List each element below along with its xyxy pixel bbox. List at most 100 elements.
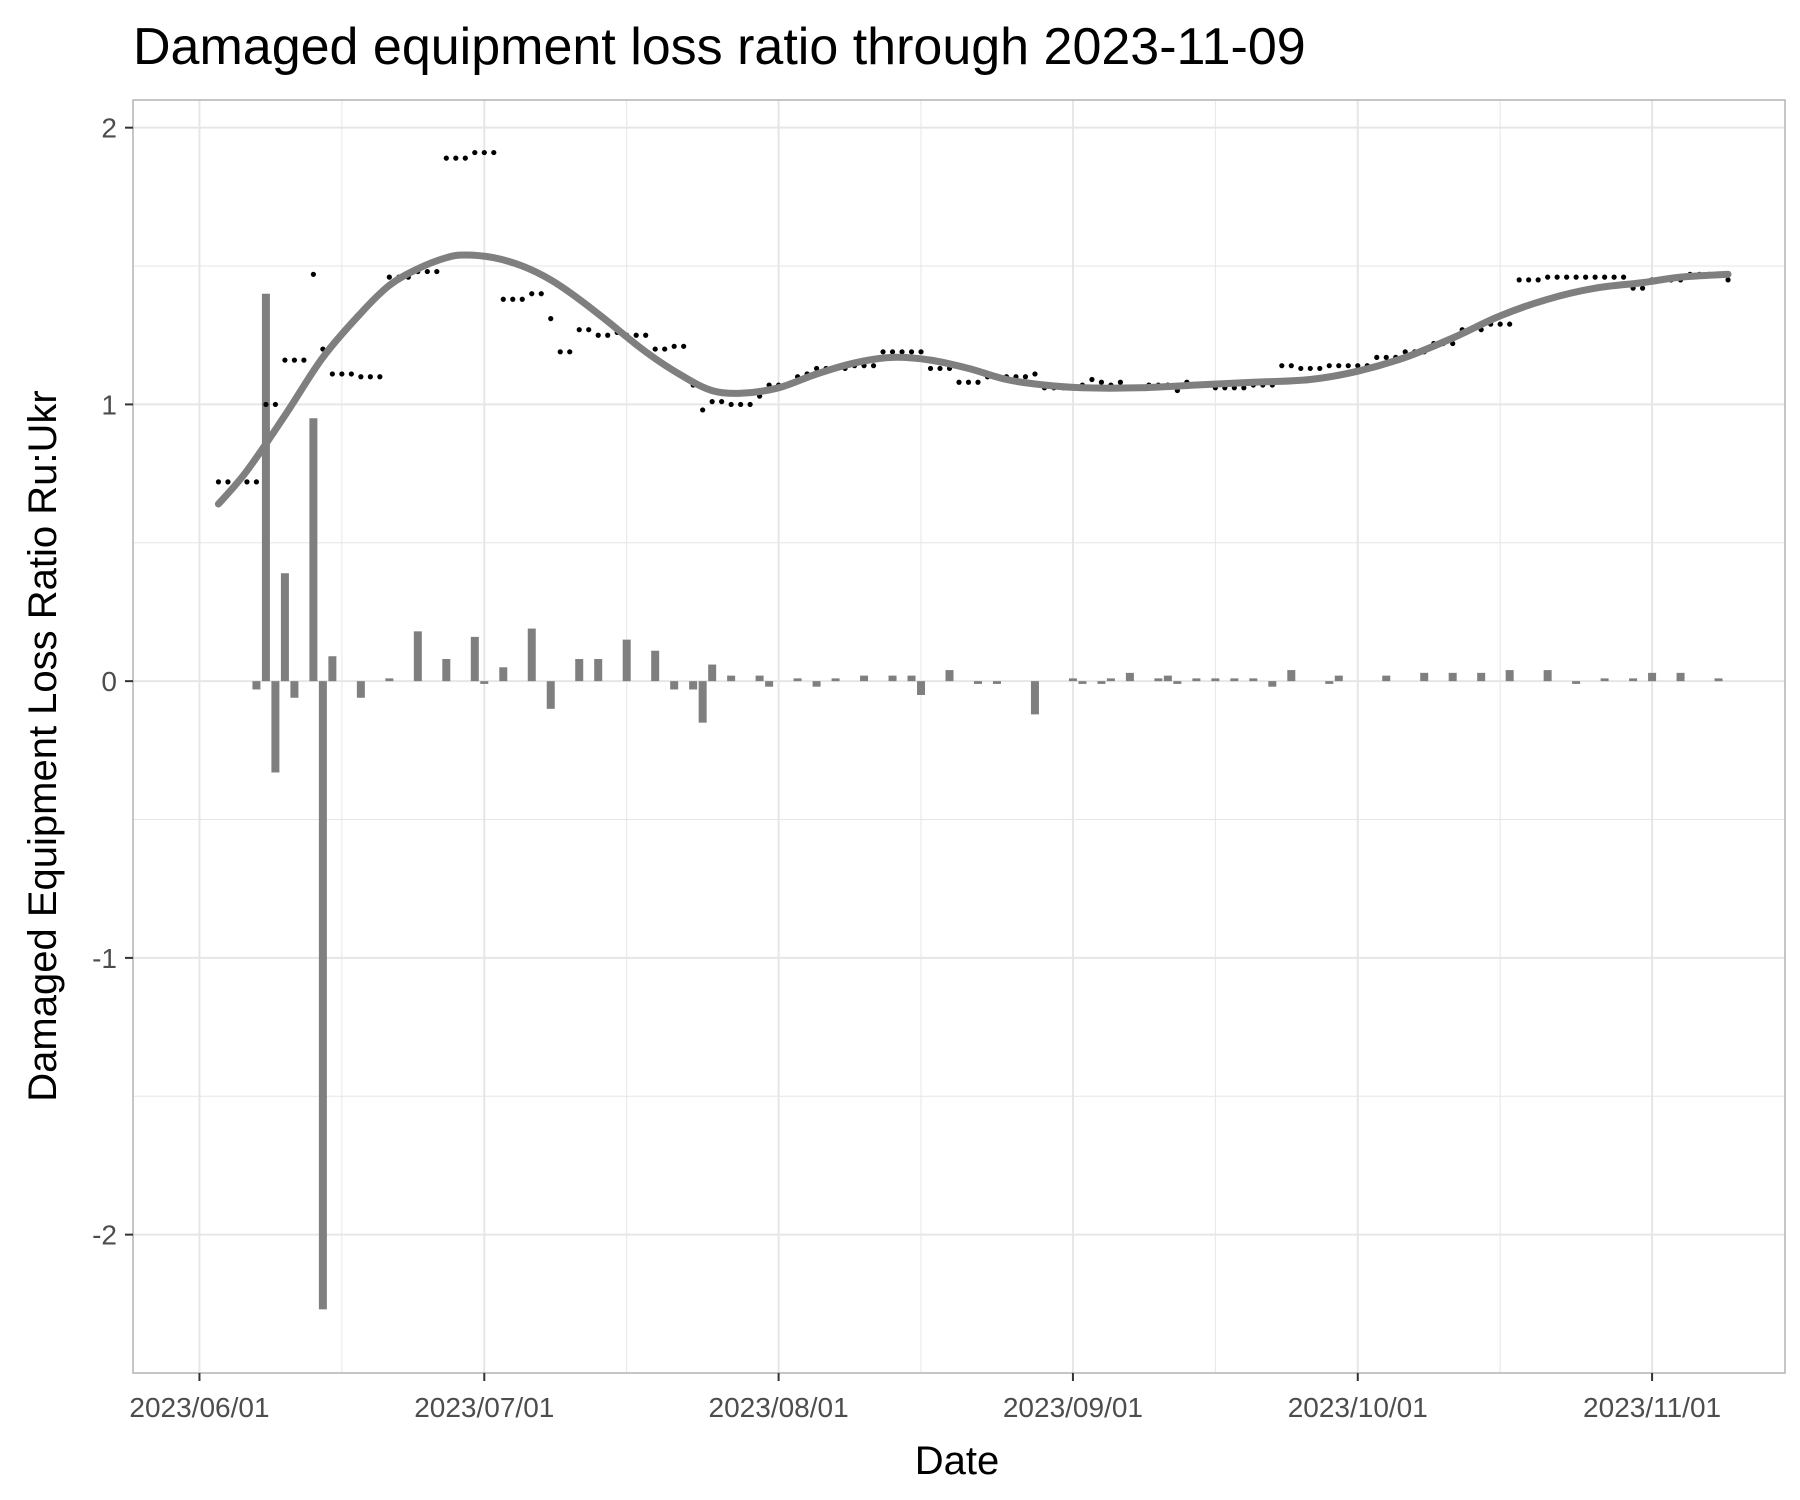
ratio-point [700, 407, 706, 413]
ratio-point [519, 296, 525, 302]
change-bar [1629, 678, 1638, 682]
ratio-point [1383, 354, 1389, 360]
change-bar [271, 681, 280, 773]
x-axis-title: Date [915, 1439, 1000, 1483]
ratio-point [434, 268, 440, 275]
ratio-point [491, 149, 497, 156]
change-bar [1268, 681, 1277, 687]
change-bar [1154, 678, 1163, 682]
ratio-point [557, 349, 563, 355]
ratio-point [358, 374, 364, 380]
y-tick-label: 1 [101, 389, 117, 420]
ratio-point [1032, 371, 1038, 377]
ratio-point [595, 332, 601, 338]
change-bar [1648, 672, 1657, 682]
change-bar [1068, 678, 1077, 682]
ratio-point [728, 401, 734, 408]
change-bar [1334, 675, 1343, 682]
y-tick-label: 0 [101, 666, 117, 697]
ratio-point [671, 343, 677, 349]
change-bar [1325, 681, 1334, 684]
change-bar [755, 675, 764, 682]
change-bar [290, 681, 299, 698]
change-bar [1211, 678, 1220, 682]
x-tick-label: 2023/11/01 [1583, 1392, 1721, 1423]
change-bar [1477, 672, 1486, 682]
ratio-point [453, 155, 459, 161]
change-bar [1230, 678, 1239, 682]
ratio-point [975, 379, 981, 385]
change-bar [1125, 672, 1134, 682]
ratio-point [481, 149, 487, 156]
ratio-point [386, 274, 392, 280]
change-bar [356, 681, 365, 698]
change-bar [527, 628, 536, 682]
y-axis: -2 -1 0 1 2 [92, 113, 133, 1251]
change-bar [1192, 678, 1201, 682]
ratio-point [643, 332, 649, 338]
change-bar [1078, 681, 1087, 684]
change-bar [888, 675, 897, 682]
change-bar [945, 670, 954, 682]
change-bar [689, 681, 698, 690]
ratio-point [443, 155, 449, 161]
ratio-point [1554, 274, 1560, 280]
ratio-point [1564, 274, 1570, 280]
ratio-point [1573, 274, 1579, 280]
change-bar [793, 678, 802, 682]
ratio-point [339, 371, 345, 377]
y-tick-label: 2 [101, 113, 117, 144]
change-bar [1572, 681, 1581, 684]
x-tick-label: 2023/07/01 [414, 1392, 554, 1423]
change-bar [1382, 675, 1391, 682]
ratio-point [1288, 363, 1294, 369]
y-tick-label: -1 [92, 943, 117, 974]
minor-gridlines [133, 100, 1785, 1373]
ratio-point [272, 401, 279, 408]
ratio-point [1241, 385, 1247, 391]
ratio-point [367, 374, 373, 380]
change-bar [594, 659, 603, 682]
ratio-point [348, 371, 354, 377]
change-bar [651, 650, 660, 682]
change-bar [252, 681, 261, 690]
daily-change-bars [252, 293, 1723, 1310]
change-bar [831, 678, 840, 682]
ratio-point [1592, 274, 1598, 280]
ratio-point [1611, 274, 1617, 280]
change-bar [1448, 672, 1457, 682]
y-tick-label: -2 [92, 1220, 117, 1251]
ratio-point [1336, 363, 1342, 369]
ratio-point [301, 357, 307, 363]
ratio-point [1298, 365, 1304, 372]
ratio-point [263, 401, 269, 408]
change-bar [1600, 678, 1609, 682]
ratio-point [937, 365, 943, 372]
ratio-point [965, 379, 972, 385]
change-bar [1173, 681, 1182, 684]
change-bar [480, 681, 489, 684]
x-tick-label: 2023/08/01 [709, 1392, 849, 1423]
ratio-point [1117, 379, 1124, 385]
ratio-point [652, 346, 658, 352]
change-bar [1543, 670, 1552, 682]
ratio-point [424, 268, 430, 275]
ratio-point [291, 357, 298, 363]
ratio-point [747, 401, 753, 408]
panel-border [132, 99, 1786, 1374]
change-bar [622, 639, 631, 682]
change-bar [1106, 678, 1115, 682]
change-bar [1287, 670, 1296, 682]
ratio-point [510, 296, 516, 302]
change-bar [1420, 672, 1429, 682]
ratio-point [329, 371, 335, 377]
ratio-point [738, 401, 744, 408]
ratio-point [472, 149, 478, 156]
smoothed-trend-line [214, 251, 1732, 508]
x-axis: 2023/06/01 2023/07/01 2023/08/01 2023/09/01… [129, 1373, 1721, 1423]
change-bar [917, 681, 926, 695]
ratio-point [1535, 277, 1541, 283]
ratio-point [215, 479, 222, 485]
ratio-point [1345, 363, 1351, 369]
